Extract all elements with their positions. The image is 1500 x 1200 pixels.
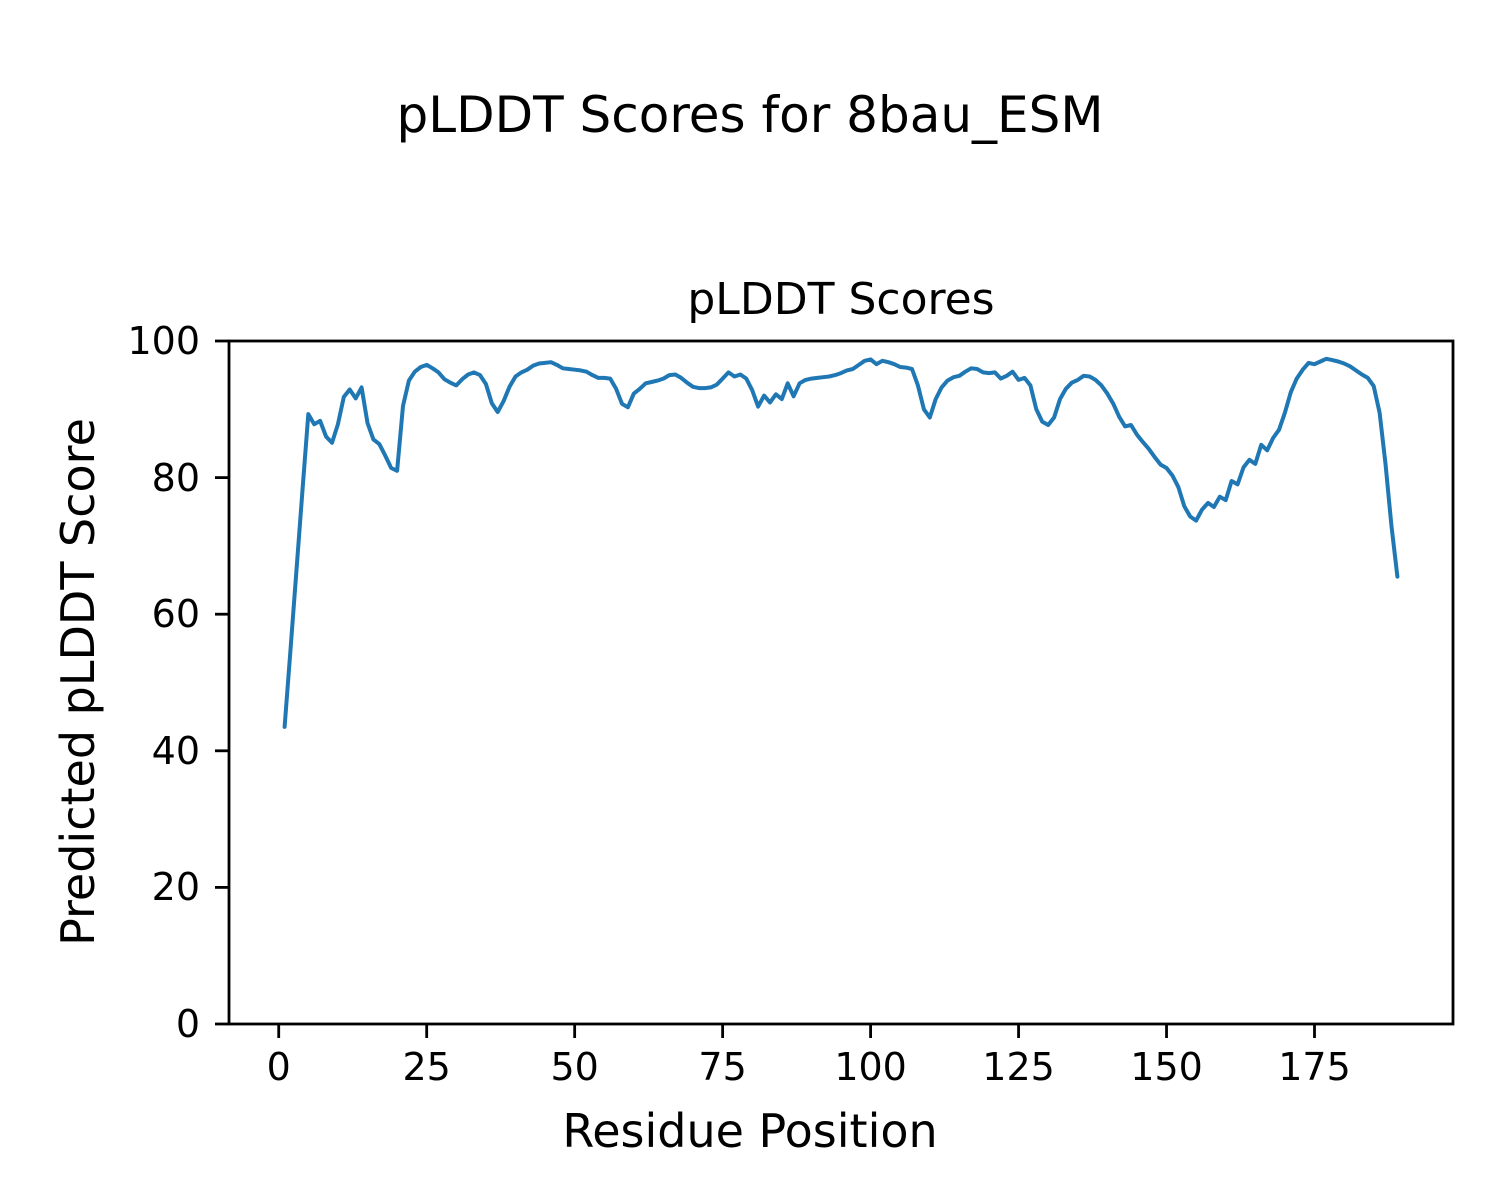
y-tick-label: 60 [151,592,200,637]
y-tick-label: 80 [151,455,200,500]
x-tick-label: 150 [1130,1045,1203,1089]
plddt-line-series [282,356,1400,729]
axes-title: pLDDT Scores [687,274,995,325]
x-tick-label: 50 [550,1045,599,1089]
x-tick-label: 175 [1278,1045,1351,1089]
x-tick-label: 0 [266,1045,291,1089]
x-axis-label: Residue Position [562,1104,938,1158]
y-axis-label: Predicted pLDDT Score [51,418,105,946]
y-tick-label: 100 [127,319,200,363]
y-tick-label: 20 [151,865,200,910]
plot-area-border [227,339,1455,1026]
x-tick-label: 125 [982,1045,1055,1089]
x-tick-label: 25 [402,1045,451,1089]
figure-title: pLDDT Scores for 8bau_ESM [396,86,1104,144]
x-tick-label: 75 [698,1045,747,1089]
plddt-line [282,356,1400,729]
x-tick-label: 100 [834,1045,907,1089]
y-tick-label: 0 [175,1002,200,1046]
y-tick-label: 40 [151,728,200,773]
axes-spines [227,339,1455,1026]
axis-tick-marks [215,339,1316,1038]
